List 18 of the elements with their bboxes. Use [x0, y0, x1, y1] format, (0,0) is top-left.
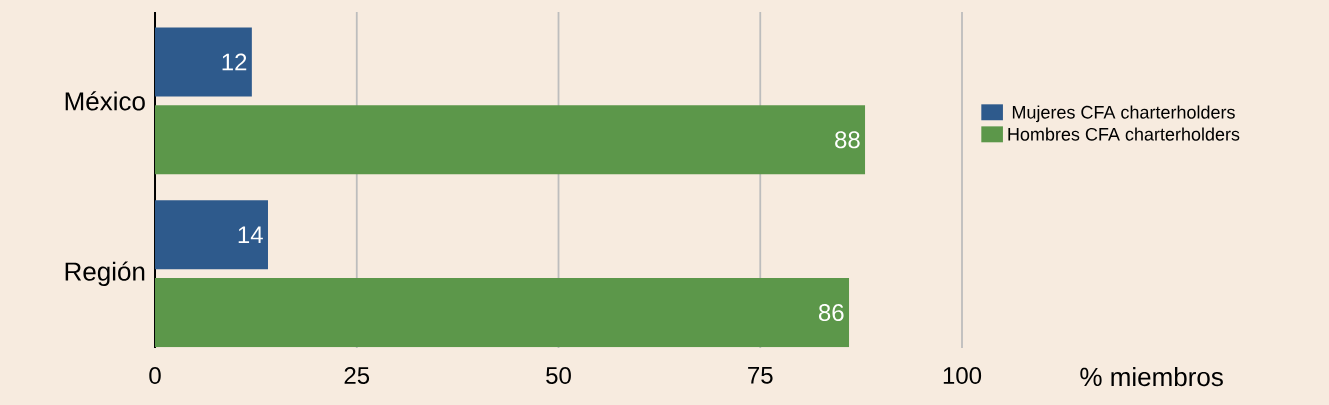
y-tick-label: México: [65, 91, 145, 111]
legend-label: Hombres CFA charterholders: [1008, 127, 1240, 141]
bar: [155, 27, 252, 97]
data-label: 14: [238, 226, 263, 244]
bar: [155, 277, 850, 348]
x-tick-label: 75: [748, 367, 773, 384]
x-tick-label: 25: [344, 367, 370, 385]
x-tick-label: 50: [546, 367, 571, 385]
bar: [155, 105, 866, 175]
legend-label: Mujeres CFA charterholders: [1012, 105, 1235, 123]
x-axis-title: % miembros: [1080, 367, 1223, 387]
data-label: 86: [818, 304, 844, 322]
y-tick-label: Región: [65, 261, 145, 286]
data-label: 88: [835, 131, 860, 149]
x-tick-label: 100: [943, 367, 982, 385]
bar: [155, 200, 268, 270]
data-label: 12: [222, 53, 247, 71]
x-tick-label: 0: [149, 367, 161, 385]
